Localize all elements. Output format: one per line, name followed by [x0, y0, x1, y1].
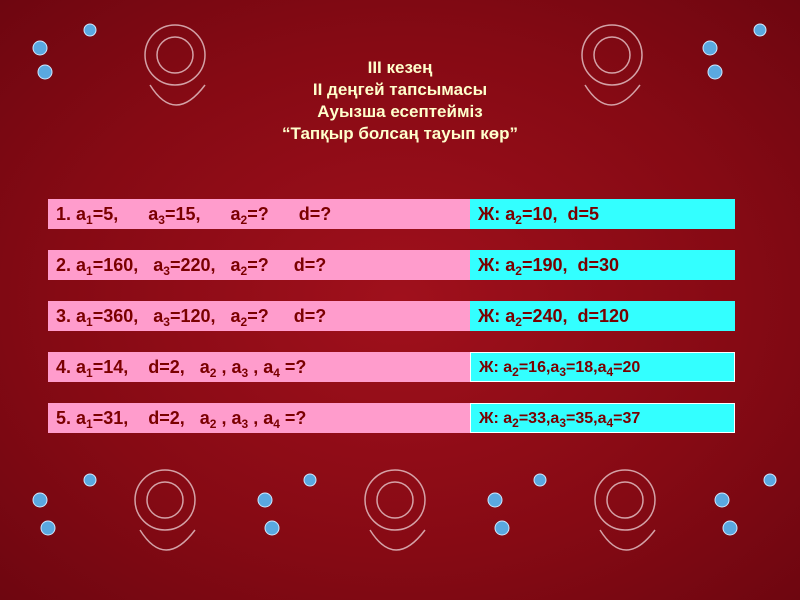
subscript: 2 [515, 213, 522, 227]
text: =160, a [92, 255, 164, 275]
answer-box: Ж: a2=190, d=30 [470, 250, 735, 280]
text: Ж: a [478, 306, 516, 326]
answer-box: Ж: a2=16,a3=18,a4=20 [470, 352, 735, 382]
text: =? d=? [247, 204, 332, 224]
text: Ж: a [478, 255, 516, 275]
question-box: 1. a1=5, a3=15, a2=? d=? [48, 199, 470, 229]
header-line: Ауызша есептейміз [317, 102, 483, 121]
text: , a [248, 357, 274, 377]
text: Ж: a [479, 359, 513, 376]
header-line: II деңгей тапсымасы [312, 80, 488, 99]
question-box: 3. a1=360, a3=120, a2=? d=? [48, 301, 470, 331]
subscript: 2 [209, 366, 217, 380]
subscript: 2 [512, 416, 519, 430]
text: =360, a [92, 306, 164, 326]
question-box: 2. a1=160, a3=220, a2=? d=? [48, 250, 470, 280]
text: =16,a [518, 359, 560, 376]
text: =14, d=2, a [92, 357, 210, 377]
text: , a [216, 357, 242, 377]
text: =15, a [164, 204, 241, 224]
text: Ж: a [479, 410, 513, 427]
subscript: 1 [86, 264, 93, 278]
subscript: 3 [559, 365, 566, 379]
subscript: 3 [163, 315, 170, 329]
subscript: 1 [86, 366, 93, 380]
question-box: 4. a1=14, d=2, a2 , a3 , a4 =? [48, 352, 470, 382]
text: =190, d=30 [521, 255, 620, 275]
text: 4. a [56, 357, 87, 377]
text: =37 [613, 410, 641, 427]
subscript: 2 [512, 365, 519, 379]
text: =31, d=2, a [92, 408, 210, 428]
header-line: “Тапқыр болсаң тауып көр” [282, 124, 518, 143]
subscript: 3 [241, 366, 249, 380]
text: =240, d=120 [521, 306, 630, 326]
text: =20 [613, 359, 641, 376]
text: =35,a [566, 410, 607, 427]
subscript: 4 [273, 366, 280, 380]
subscript: 2 [515, 315, 522, 329]
answer-box: Ж: a2=33,a3=35,a4=37 [470, 403, 735, 433]
text: =? d=? [247, 306, 327, 326]
subscript: 2 [240, 315, 248, 329]
text: =? d=? [247, 255, 327, 275]
subscript: 1 [86, 213, 93, 227]
text: =220, a [169, 255, 241, 275]
subscript: 1 [86, 417, 93, 431]
text: 1. a [56, 204, 87, 224]
answer-box: Ж: a2=240, d=120 [470, 301, 735, 331]
answer-box: Ж: a2=10, d=5 [470, 199, 735, 229]
text: , a [216, 408, 242, 428]
question-box: 5. a1=31, d=2, a2 , a3 , a4 =? [48, 403, 470, 433]
subscript: 3 [241, 417, 249, 431]
subscript: 2 [209, 417, 217, 431]
text: =5, a [92, 204, 159, 224]
subscript: 3 [559, 416, 566, 430]
subscript: 2 [515, 264, 522, 278]
subscript: 1 [86, 315, 93, 329]
subscript: 4 [273, 417, 280, 431]
header-line: III кезең [367, 58, 433, 77]
subscript: 3 [163, 264, 170, 278]
text: =33,a [518, 410, 560, 427]
text: 5. a [56, 408, 87, 428]
text: =? [279, 357, 307, 377]
text: =120, a [169, 306, 241, 326]
subscript: 2 [240, 264, 248, 278]
subscript: 4 [606, 365, 614, 379]
subscript: 2 [240, 213, 248, 227]
text: =10, d=5 [521, 204, 600, 224]
text: , a [248, 408, 274, 428]
text: Ж: a [478, 204, 516, 224]
text: =18,a [566, 359, 607, 376]
text: 2. a [56, 255, 87, 275]
subscript: 4 [606, 416, 614, 430]
subscript: 3 [158, 213, 165, 227]
text: 3. a [56, 306, 87, 326]
text: =? [279, 408, 307, 428]
